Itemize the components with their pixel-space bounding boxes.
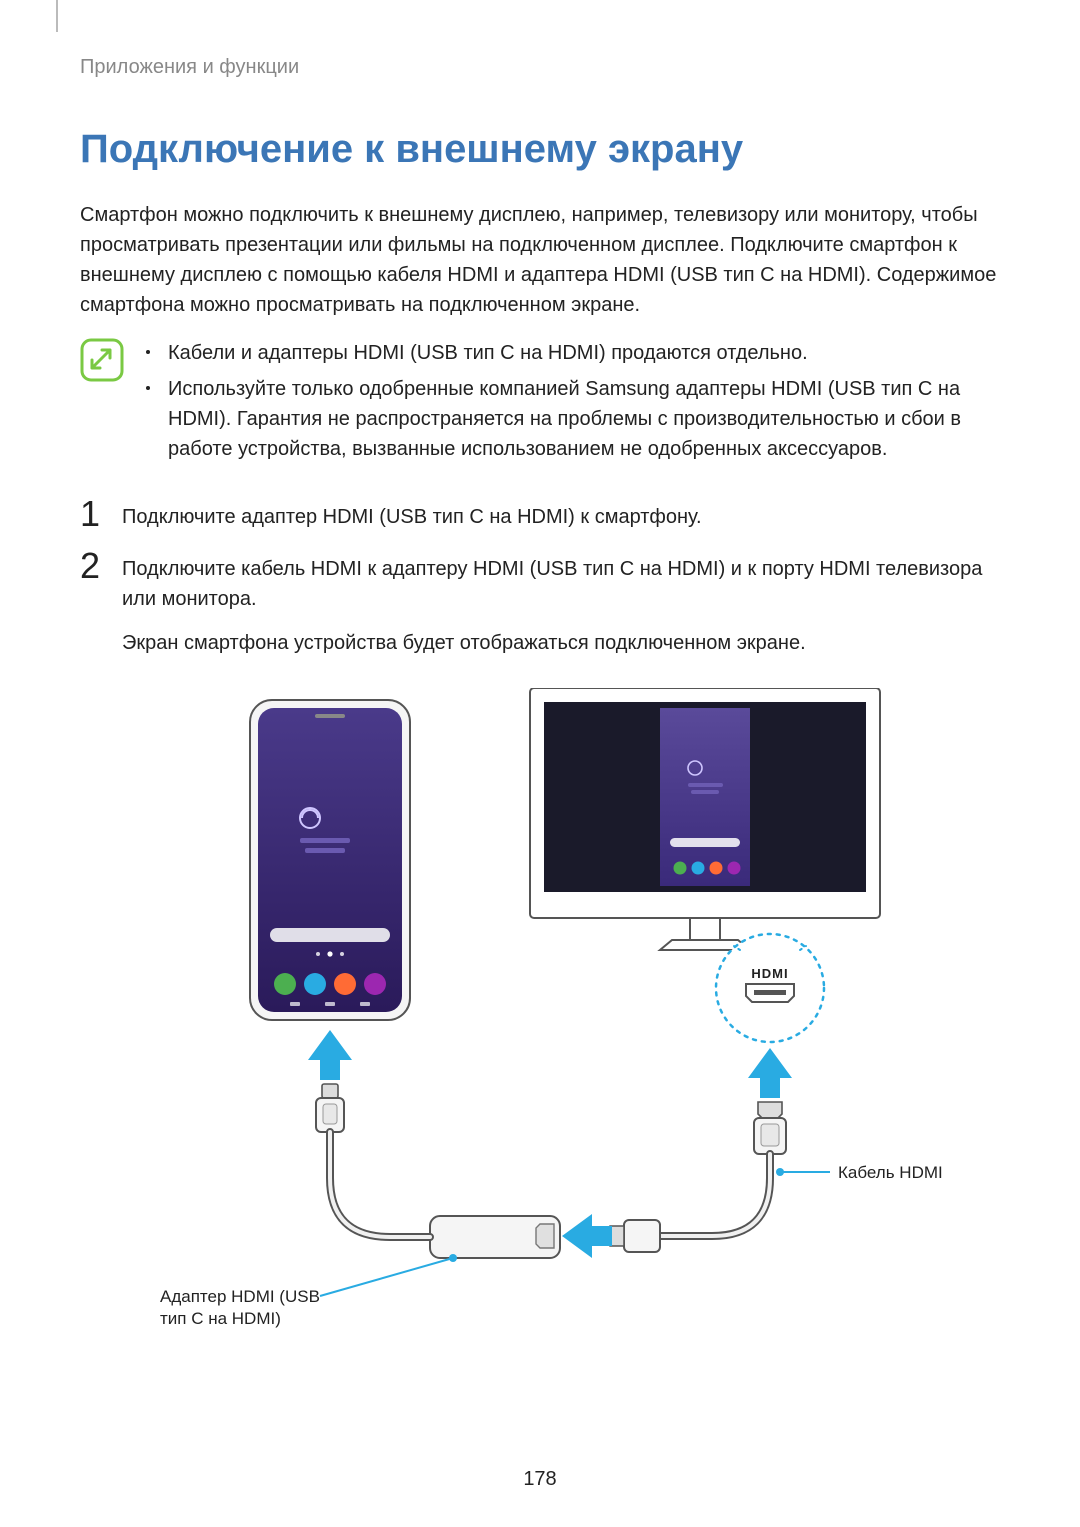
hdmi-plug-illustration: [606, 1220, 660, 1252]
note-list: Кабели и адаптеры HDMI (USB тип C на HDM…: [146, 338, 1000, 470]
hdmi-cable-callout: Кабель HDMI: [776, 1163, 943, 1182]
note-bullet: Кабели и адаптеры HDMI (USB тип C на HDM…: [146, 338, 1000, 368]
arrow-left-icon: [562, 1214, 612, 1258]
page-title: Подключение к внешнему экрану: [80, 127, 1000, 172]
note-bullet-text: Используйте только одобренные компанией …: [168, 374, 1000, 464]
arrow-up-icon: [748, 1048, 792, 1098]
hdmi-port-illustration: HDMI: [716, 934, 824, 1042]
step-row: 1 Подключите адаптер HDMI (USB тип C на …: [80, 494, 1000, 532]
hdmi-plug-illustration: [754, 1102, 786, 1154]
hdmi-cable-label: Кабель HDMI: [838, 1163, 943, 1182]
intro-paragraph: Смартфон можно подключить к внешнему дис…: [80, 200, 1000, 320]
arrow-up-icon: [308, 1030, 352, 1080]
connection-diagram: HDMI: [130, 688, 950, 1348]
header-hairline: [56, 0, 58, 32]
note-bullet: Используйте только одобренные компанией …: [146, 374, 1000, 464]
hdmi-adapter-label-line2: тип C на HDMI): [160, 1309, 281, 1328]
step-row: 2 Подключите кабель HDMI к адаптеру HDMI…: [80, 546, 1000, 614]
step-followup-text: Экран смартфона устройства будет отображ…: [122, 628, 1000, 658]
hdmi-port-label: HDMI: [751, 966, 788, 981]
breadcrumb: Приложения и функции: [80, 56, 1000, 79]
page-number: 178: [0, 1468, 1080, 1491]
step-text: Подключите кабель HDMI к адаптеру HDMI (…: [122, 546, 1000, 614]
phone-illustration: [250, 700, 410, 1020]
usbc-plug-illustration: [316, 1084, 344, 1132]
step-number: 2: [80, 546, 104, 584]
note-icon: [80, 338, 124, 382]
step-text: Подключите адаптер HDMI (USB тип C на HD…: [122, 494, 702, 532]
hdmi-adapter-label-line1: Адаптер HDMI (USB: [160, 1287, 320, 1306]
bullet-icon: [146, 338, 152, 368]
note-bullet-text: Кабели и адаптеры HDMI (USB тип C на HDM…: [168, 338, 808, 368]
hdmi-adapter-callout: Адаптер HDMI (USB тип C на HDMI): [160, 1254, 457, 1328]
step-number: 1: [80, 494, 104, 532]
note-block: Кабели и адаптеры HDMI (USB тип C на HDM…: [80, 338, 1000, 470]
monitor-illustration: [530, 688, 880, 950]
hdmi-adapter-illustration: [430, 1216, 560, 1258]
diagram-container: HDMI: [80, 688, 1000, 1348]
bullet-icon: [146, 374, 152, 464]
